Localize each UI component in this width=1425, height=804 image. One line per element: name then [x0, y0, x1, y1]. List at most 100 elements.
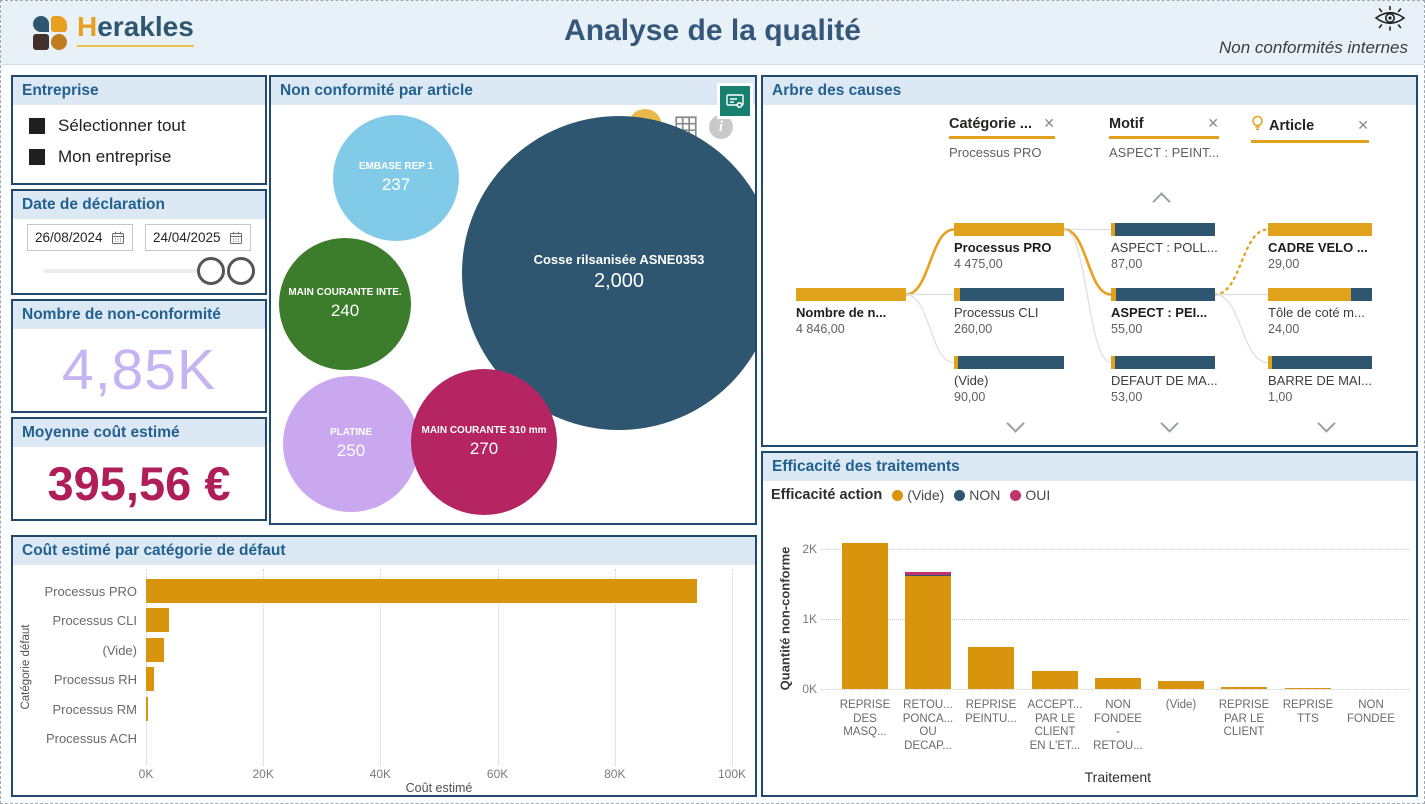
bar-segment[interactable]	[905, 576, 951, 689]
tree-level-label[interactable]: Article	[1269, 117, 1315, 134]
tree-node-bar[interactable]	[1268, 223, 1372, 236]
remove-level-icon[interactable]: ✕	[1357, 117, 1369, 133]
checkbox-label: Mon entreprise	[58, 147, 172, 166]
tree-node-bar[interactable]	[954, 288, 1064, 301]
top-header: Herakles Analyse de la qualité Non confo…	[1, 1, 1424, 65]
tree-level-crumb[interactable]: Article ✕	[1251, 115, 1369, 143]
efficiency-chart-plot: Efficacité action (Vide) NON OUI 0K 1K 2K REP…	[763, 481, 1416, 795]
tree-node-value: 4 475,00	[954, 257, 1003, 271]
bar-segment[interactable]	[1285, 688, 1331, 689]
bar-datapoint[interactable]	[146, 637, 164, 662]
start-date-input[interactable]: 26/08/2024	[27, 224, 133, 251]
tree-node-label[interactable]: Tôle de coté m...	[1268, 305, 1365, 320]
tree-node-value: 90,00	[954, 390, 986, 404]
tree-node-bar[interactable]	[796, 288, 906, 301]
entreprise-option[interactable]: Mon entreprise	[29, 147, 249, 167]
bar-datapoint[interactable]	[146, 696, 148, 721]
legend-item[interactable]: OUI	[1010, 487, 1050, 503]
date-slider-handle-end[interactable]	[227, 257, 255, 285]
bar-datapoint[interactable]	[146, 608, 169, 633]
tree-node-label[interactable]: Nombre de n...	[796, 305, 887, 320]
tree-node-label[interactable]: Processus CLI	[954, 305, 1039, 320]
tree-connectors	[904, 228, 1270, 364]
bar-segment[interactable]	[1158, 681, 1204, 689]
checkbox-icon[interactable]	[29, 118, 45, 134]
brand-name: Herakles	[77, 12, 194, 47]
tree-level-label[interactable]: Catégorie ...	[949, 115, 1032, 132]
collapse-chevron-icon[interactable]	[1152, 192, 1171, 211]
tree-node-label[interactable]: DEFAUT DE MA...	[1111, 373, 1218, 388]
tree-node-label[interactable]: ASPECT : POLL...	[1111, 240, 1218, 255]
bubble-datapoint[interactable]: EMBASE REP 1 237	[333, 115, 459, 241]
bar-segment[interactable]	[905, 575, 951, 576]
tree-level-crumb[interactable]: Catégorie ... ✕	[949, 115, 1055, 139]
panel-date-title: Date de déclaration	[13, 191, 265, 219]
x-category-label: REPRISE PAR LE CLIENT	[1218, 699, 1270, 738]
checkbox-label: Sélectionner tout	[58, 116, 186, 135]
bar-segment[interactable]	[968, 647, 1014, 689]
y-category-label: Processus RH	[53, 672, 137, 688]
legend-item[interactable]: (Vide)	[892, 487, 944, 503]
tree-node-label[interactable]: CADRE VELO ...	[1268, 240, 1368, 255]
info-icon[interactable]: i	[709, 115, 733, 139]
bar-datapoint[interactable]	[146, 579, 697, 603]
bubble-label: MAIN COURANTE INTE.	[288, 287, 402, 299]
expand-chevron-icon[interactable]	[1160, 414, 1179, 433]
panel-bubble-chart: Non conformité par article i EMBASE REP …	[269, 75, 757, 525]
bar-segment[interactable]	[842, 543, 888, 689]
tree-node-label[interactable]: (Vide)	[954, 373, 989, 388]
legend-label: OUI	[1025, 487, 1051, 503]
panel-kpi-count: Nombre de non-conformité 4,85K	[11, 299, 267, 413]
panel-kpi-cost: Moyenne coût estimé 395,56 €	[11, 417, 267, 521]
tree-level-selected-value: Processus PRO	[949, 145, 1042, 160]
tree-level-crumb[interactable]: Motif ✕	[1109, 115, 1219, 139]
tree-node-bar[interactable]	[1111, 288, 1215, 301]
x-axis-title: Traitement	[1084, 769, 1152, 785]
gridline	[380, 569, 382, 765]
x-category-label: REPRISE DES MASQ...	[839, 699, 891, 738]
bulb-icon	[1251, 115, 1264, 136]
bubble-value: 270	[469, 438, 499, 458]
end-date-input[interactable]: 24/04/2025	[145, 224, 251, 251]
brand: Herakles	[33, 12, 194, 50]
tree-node-bar[interactable]	[954, 223, 1064, 236]
tree-node-bar[interactable]	[1111, 356, 1215, 369]
bar-segment[interactable]	[1095, 678, 1141, 689]
tree-node-label[interactable]: ASPECT : PEI...	[1111, 305, 1208, 320]
tree-node-label[interactable]: Processus PRO	[954, 240, 1052, 255]
expand-chevron-icon[interactable]	[1006, 414, 1025, 433]
y-tick-label: 1K	[802, 612, 817, 626]
remove-level-icon[interactable]: ✕	[1207, 115, 1219, 131]
bar-segment[interactable]	[1032, 671, 1078, 689]
x-tick-label: 40K	[369, 767, 392, 781]
tree-node-bar[interactable]	[1111, 223, 1215, 236]
tree-node-bar[interactable]	[1268, 288, 1372, 301]
remove-level-icon[interactable]: ✕	[1043, 115, 1055, 131]
entreprise-option[interactable]: Sélectionner tout	[29, 116, 249, 136]
eye-icon[interactable]	[1372, 5, 1408, 37]
tree-node-label[interactable]: BARRE DE MAI...	[1268, 373, 1373, 388]
bubble-datapoint[interactable]: PLATINE 250	[283, 376, 419, 512]
kpi-cost-value: 395,56 €	[47, 456, 231, 510]
bubble-datapoint[interactable]: MAIN COURANTE 310 mm 270	[411, 369, 557, 515]
legend-item[interactable]: NON	[954, 487, 1000, 503]
y-category-label: (Vide)	[102, 642, 137, 658]
tree-node-value: 24,00	[1268, 322, 1300, 336]
calendar-icon	[112, 231, 124, 244]
view-selector: Non conformités internes	[1219, 5, 1408, 58]
bar-segment[interactable]	[905, 572, 951, 575]
x-tick-label: 80K	[604, 767, 626, 781]
tree-node-bar[interactable]	[954, 356, 1064, 369]
expand-chevron-icon[interactable]	[1317, 414, 1336, 433]
y-category-label: Processus RM	[52, 701, 137, 717]
bubble-datapoint[interactable]: MAIN COURANTE INTE. 240	[279, 238, 411, 370]
date-slider-handle-start[interactable]	[197, 257, 225, 285]
bar-segment[interactable]	[1221, 687, 1267, 689]
legend-label: (Vide)	[907, 487, 945, 503]
tree-level-label[interactable]: Motif	[1109, 115, 1144, 132]
checkbox-icon[interactable]	[29, 149, 45, 165]
tree-node-bar[interactable]	[1268, 356, 1372, 369]
bar-datapoint[interactable]	[146, 667, 154, 692]
x-category-label: REPRISE PEINTU...	[965, 699, 1017, 725]
